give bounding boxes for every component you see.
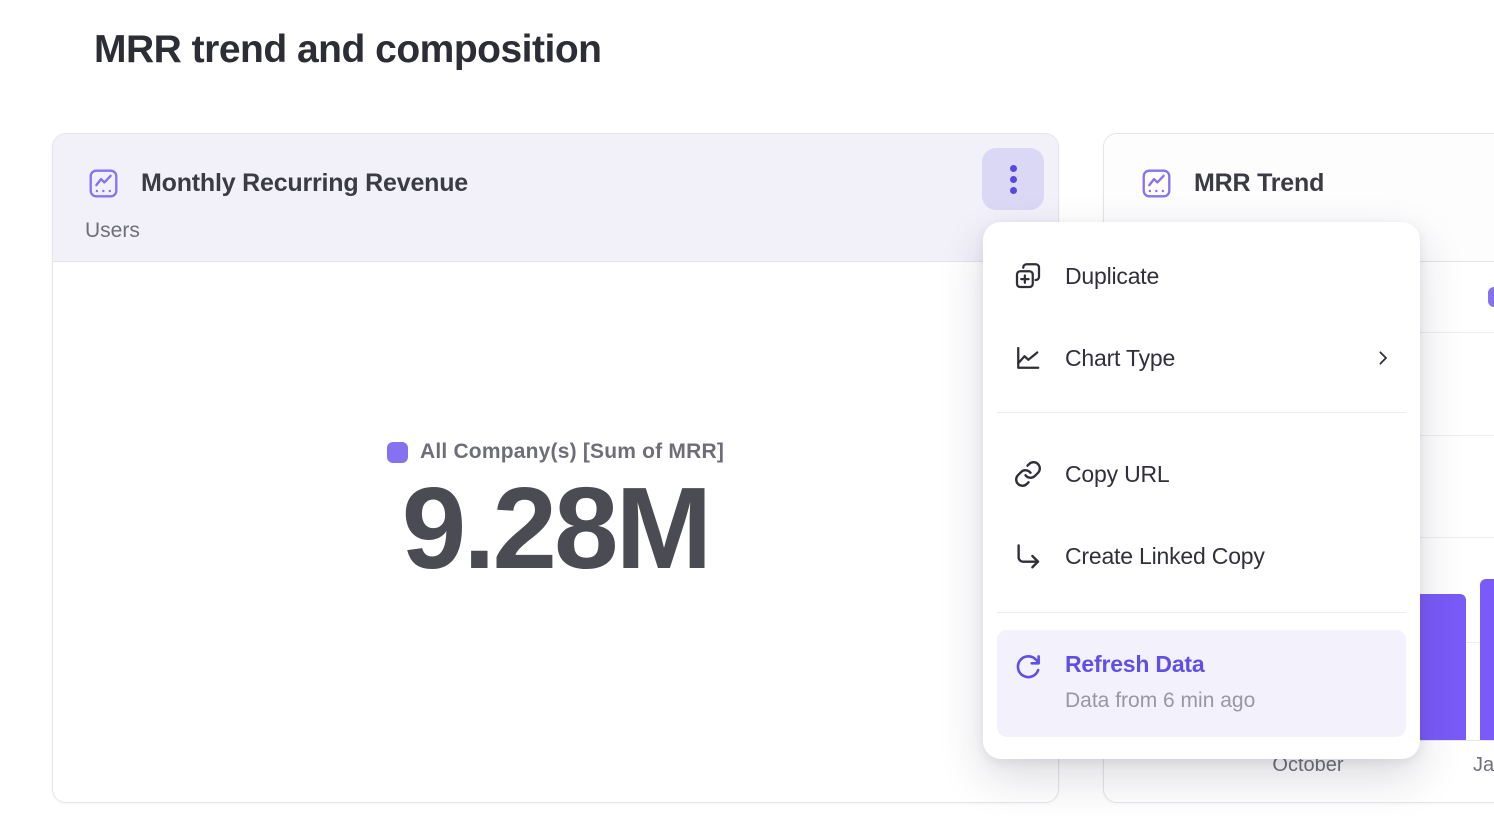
refresh-icon — [1016, 655, 1040, 679]
refresh-sublabel: Data from 6 min ago — [1065, 689, 1256, 712]
link-icon — [1015, 461, 1041, 487]
menu-item-copy-url[interactable]: Copy URL — [983, 433, 1420, 515]
kebab-dot — [1009, 164, 1017, 172]
menu-item-label: Duplicate — [1065, 262, 1160, 289]
chart-type-icon — [1017, 346, 1040, 369]
mrr-card-header: Monthly Recurring Revenue Users — [53, 134, 1058, 262]
legend-swatch — [386, 441, 408, 463]
duplicate-icon — [1015, 263, 1041, 289]
bar-january[interactable] — [1480, 579, 1494, 740]
menu-item-duplicate[interactable]: Duplicate — [983, 235, 1420, 317]
menu-item-label: Chart Type — [1065, 344, 1176, 371]
kpi-value: 9.28M — [401, 463, 712, 593]
menu-divider — [997, 612, 1406, 613]
linked-copy-icon — [1017, 544, 1040, 569]
mrr-card: Monthly Recurring Revenue Users All Comp… — [52, 133, 1059, 803]
kebab-dot — [1009, 186, 1017, 194]
legend-label: All Company(s) [Sum of MRR] — [419, 440, 725, 463]
context-menu: Duplicate Chart Type Copy URL Create Lin… — [983, 222, 1420, 759]
chevron-right-icon — [1374, 349, 1392, 367]
mrr-card-subtitle: Users — [85, 219, 140, 242]
x-axis-label: Ja — [1473, 754, 1494, 776]
more-options-button[interactable] — [982, 148, 1044, 210]
menu-item-chart-type[interactable]: Chart Type — [983, 317, 1420, 399]
menu-divider — [997, 412, 1406, 413]
refresh-label: Refresh Data — [1065, 651, 1205, 677]
menu-item-label: Create Linked Copy — [1065, 542, 1265, 569]
page-title: MRR trend and composition — [94, 28, 602, 71]
kpi-legend: All Company(s) [Sum of MRR] — [53, 440, 1058, 464]
mrr-card-title: Monthly Recurring Revenue — [141, 169, 468, 197]
trend-card-title: MRR Trend — [1194, 169, 1325, 197]
kebab-dot — [1009, 175, 1017, 183]
x-axis-label: October — [1272, 754, 1344, 776]
menu-item-create-linked-copy[interactable]: Create Linked Copy — [983, 515, 1420, 597]
kpi-chart-icon — [1140, 167, 1173, 200]
menu-item-label: Copy URL — [1065, 460, 1170, 487]
trend-legend-swatch — [1488, 287, 1494, 307]
menu-item-refresh-data[interactable]: Refresh Data Data from 6 min ago — [997, 630, 1406, 737]
mrr-card-body: All Company(s) [Sum of MRR] 9.28M — [53, 262, 1058, 802]
kpi-chart-icon — [87, 167, 120, 200]
